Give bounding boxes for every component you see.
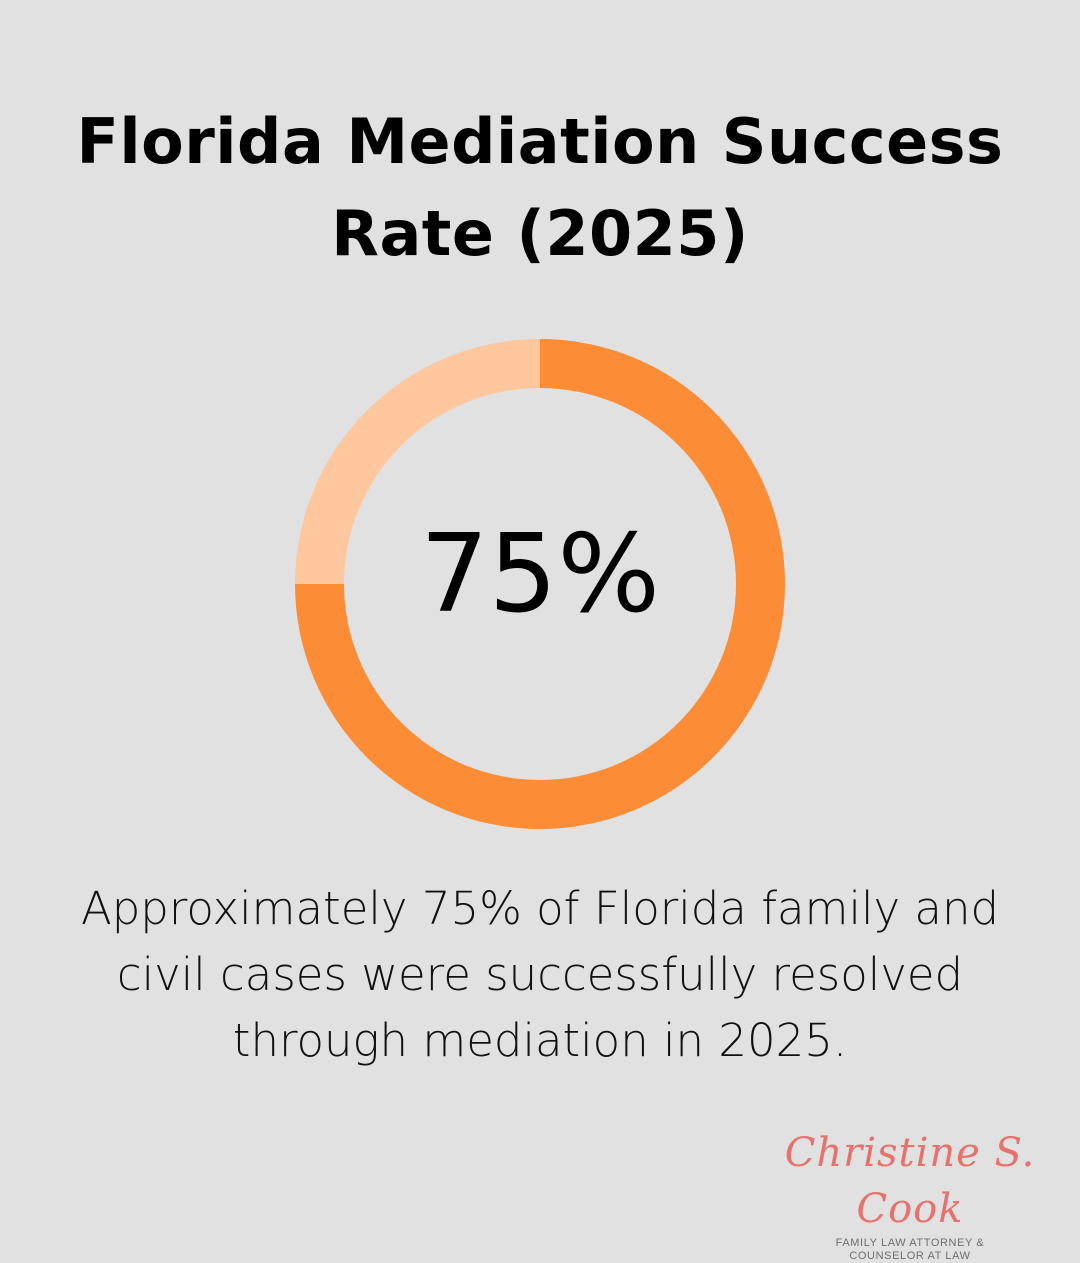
logo-tagline-1: FAMILY LAW ATTORNEY & [835, 1237, 985, 1249]
center-percentage: 75% [419, 512, 661, 637]
brand-logo: Christine S. Cook FAMILY LAW ATTORNEY & … [760, 1125, 1060, 1262]
logo-name: Christine S. Cook [784, 1130, 1036, 1232]
donut-slice-1 [295, 339, 540, 584]
donut-chart [293, 337, 787, 831]
chart-title: Florida Mediation Success Rate (2025) [76, 105, 1004, 270]
logo-tagline-2: COUNSELOR AT LAW [849, 1250, 971, 1262]
chart-description: Approximately 75% of Florida family and … [80, 882, 1000, 1067]
donut-svg [295, 339, 785, 829]
